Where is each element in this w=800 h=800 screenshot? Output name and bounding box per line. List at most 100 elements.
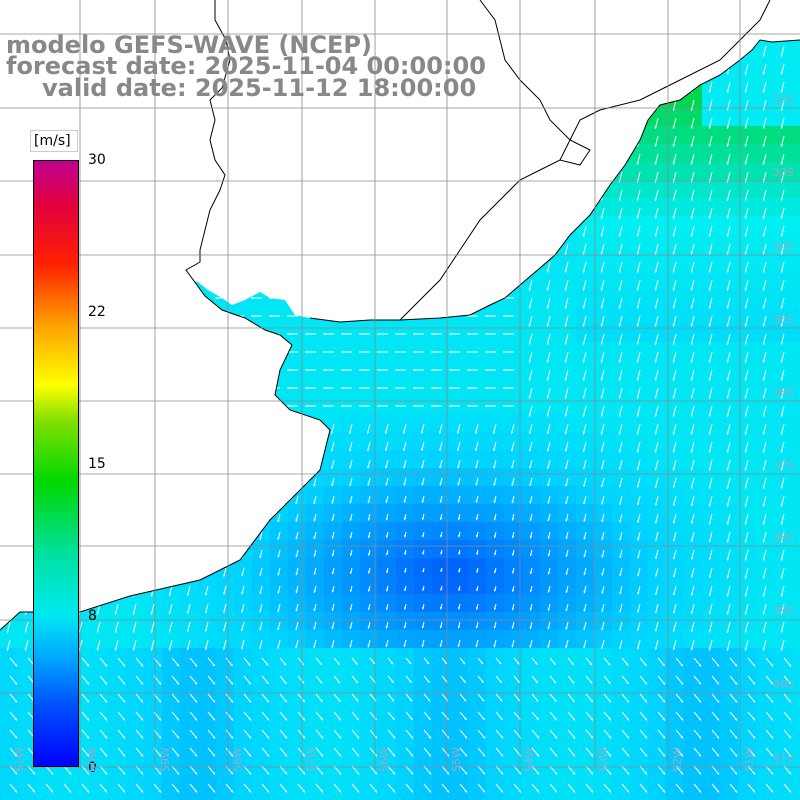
wind-arrowhead	[762, 504, 765, 507]
ocean-cell	[144, 594, 163, 613]
ocean-cell	[630, 342, 649, 361]
ocean-cell	[630, 252, 649, 271]
wind-arrowhead	[601, 519, 604, 523]
ocean-cell	[342, 540, 361, 559]
ocean-cell	[774, 144, 793, 163]
ocean-cell	[720, 198, 739, 217]
ocean-cell	[630, 216, 649, 235]
wind-arrowhead	[654, 378, 657, 381]
wind-arrowhead	[780, 594, 783, 597]
ocean-cell	[684, 738, 703, 757]
ocean-cell	[738, 720, 757, 739]
ocean-cell	[504, 378, 523, 397]
ocean-cell	[720, 90, 739, 109]
wind-arrowhead	[762, 576, 765, 579]
ocean-cell	[324, 630, 343, 649]
ocean-cell	[306, 648, 325, 667]
wind-arrowhead	[619, 591, 622, 595]
ocean-cell	[486, 378, 505, 397]
wind-arrowhead	[323, 368, 326, 372]
ocean-cell	[0, 666, 19, 685]
wind-arrowhead	[762, 414, 765, 417]
wind-arrowhead	[690, 432, 693, 435]
wind-arrowhead	[377, 350, 380, 354]
ocean-cell	[486, 396, 505, 415]
ocean-cell	[342, 648, 361, 667]
ocean-cell	[756, 666, 775, 685]
ocean-cell	[594, 252, 613, 271]
wind-arrowhead	[413, 368, 416, 372]
ocean-cell	[702, 324, 721, 343]
ocean-cell	[594, 720, 613, 739]
ocean-cell	[774, 342, 793, 361]
ocean-cell	[216, 576, 235, 595]
wind-arrowhead	[672, 414, 675, 417]
wind-arrowhead	[744, 234, 747, 237]
wind-arrowhead	[762, 126, 765, 129]
ocean-cell	[306, 540, 325, 559]
ocean-cell	[738, 126, 757, 145]
wind-arrowhead	[583, 484, 586, 487]
wind-arrowhead	[204, 610, 208, 614]
wind-arrowhead	[672, 396, 675, 399]
ocean-cell	[504, 774, 523, 793]
ocean-cell	[360, 522, 379, 541]
ocean-cell	[270, 666, 289, 685]
ocean-cell	[270, 720, 289, 739]
ocean-cell	[522, 612, 541, 631]
ocean-cell	[342, 594, 361, 613]
wind-arrowhead	[259, 591, 262, 594]
ocean-cell	[702, 486, 721, 505]
ocean-cell	[270, 540, 289, 559]
ocean-cell	[666, 252, 685, 271]
ocean-cell	[630, 450, 649, 469]
ocean-cell	[648, 450, 667, 469]
wind-arrowhead	[726, 432, 729, 435]
ocean-cell	[612, 630, 631, 649]
ocean-cell	[162, 666, 181, 685]
ocean-cell	[756, 612, 775, 631]
wind-arrowhead	[467, 350, 470, 354]
ocean-cell	[630, 234, 649, 253]
ocean-cell	[630, 324, 649, 343]
ocean-cell	[162, 792, 181, 800]
ocean-cell	[342, 450, 361, 469]
ocean-cell	[234, 666, 253, 685]
ocean-cell	[522, 540, 541, 559]
ocean-cell	[342, 738, 361, 757]
wind-arrowhead	[744, 576, 747, 579]
ocean-cell	[450, 414, 469, 433]
ocean-cell	[252, 756, 271, 775]
ocean-cell	[558, 702, 577, 721]
wind-arrowhead	[395, 404, 398, 408]
wind-arrowhead	[762, 198, 765, 201]
wind-arrowhead	[708, 234, 711, 237]
ocean-cell	[468, 468, 487, 487]
wind-arrowhead	[744, 360, 747, 363]
ocean-cell	[486, 594, 505, 613]
ocean-cell	[792, 468, 800, 487]
wind-arrowhead	[637, 520, 640, 523]
ocean-cell	[720, 756, 739, 775]
ocean-cell	[630, 612, 649, 631]
ocean-cell	[756, 468, 775, 487]
ocean-cell	[684, 90, 703, 109]
ocean-cell	[756, 342, 775, 361]
wind-arrowhead	[619, 502, 622, 505]
wind-arrowhead	[780, 522, 783, 525]
wind-arrowhead	[313, 536, 316, 539]
ocean-cell	[414, 414, 433, 433]
wind-arrowhead	[493, 465, 496, 469]
ocean-cell	[666, 522, 685, 541]
wind-arrowhead	[403, 483, 406, 486]
wind-arrowhead	[403, 448, 406, 451]
ocean-cell	[252, 630, 271, 649]
ocean-cell	[414, 738, 433, 757]
wind-arrowhead	[341, 368, 344, 372]
ocean-cell	[630, 522, 649, 541]
ocean-cell	[540, 450, 559, 469]
wind-arrowhead	[341, 332, 344, 336]
wind-arrowhead	[690, 324, 693, 327]
ocean-cell	[594, 756, 613, 775]
wind-arrowhead	[636, 396, 639, 399]
